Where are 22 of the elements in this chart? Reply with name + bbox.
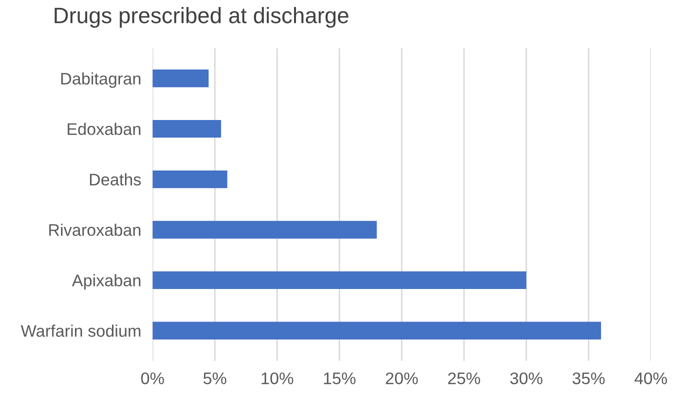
- x-tick-label: 10%: [262, 372, 294, 384]
- y-tick-label: Edoxaban: [68, 122, 140, 136]
- x-tick-label: 40%: [634, 372, 667, 384]
- x-tick-label: 30%: [510, 372, 542, 384]
- x-tick-label: 15%: [324, 372, 356, 384]
- bar: [152, 120, 222, 138]
- x-tick-label: 0%: [141, 372, 164, 384]
- y-tick-label: Warfarin sodium: [20, 324, 140, 337]
- x-tick-label: 25%: [448, 372, 480, 384]
- y-tick-label: Rivaroxaban: [49, 224, 140, 236]
- x-tick-label: 5%: [203, 372, 226, 384]
- bar: [152, 170, 228, 188]
- bar: [152, 271, 526, 290]
- bar: [152, 322, 602, 340]
- y-tick-label: Apixaban: [72, 274, 140, 290]
- chart-title: Drugs prescribed at discharge: [54, 7, 348, 28]
- y-tick-label: Deaths: [90, 173, 141, 186]
- bar: [152, 220, 377, 239]
- y-tick-label: Dabitagran: [61, 72, 140, 88]
- x-tick-label: 35%: [572, 372, 605, 384]
- bar: [152, 70, 209, 88]
- x-tick-label: 20%: [386, 372, 418, 384]
